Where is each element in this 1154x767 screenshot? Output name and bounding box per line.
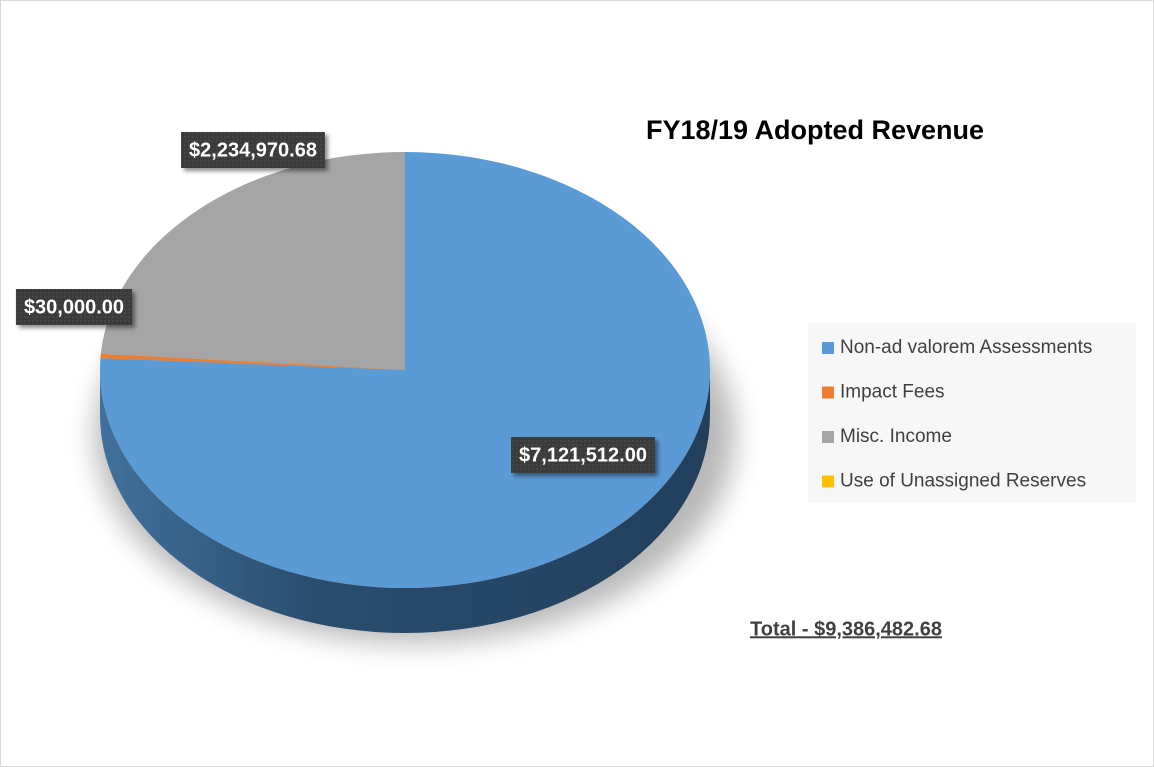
data-label: $30,000.00 <box>24 296 124 318</box>
legend-swatch <box>822 475 834 488</box>
legend-swatch <box>822 386 834 399</box>
legend-label: Impact Fees <box>840 382 945 403</box>
data-label-box <box>511 437 655 473</box>
chart-title: FY18/19 Adopted Revenue <box>646 115 984 145</box>
legend-label: Misc. Income <box>840 426 952 447</box>
legend-box <box>808 323 1136 503</box>
legend-label: Non-ad valorem Assessments <box>840 337 1092 358</box>
pie-slice <box>100 353 405 370</box>
data-label: $7,121,512.00 <box>519 444 647 466</box>
legend-swatch <box>822 342 834 354</box>
data-label-box <box>181 132 325 168</box>
data-label-box <box>15 289 133 325</box>
pie-side <box>100 370 710 633</box>
legend-swatch <box>822 431 834 443</box>
pie-slice <box>100 152 405 370</box>
legend-label: Use of Unassigned Reserves <box>840 471 1086 492</box>
total-annotation: Total - $9,386,482.68 <box>750 618 942 640</box>
data-label: $2,234,970.68 <box>189 139 317 161</box>
